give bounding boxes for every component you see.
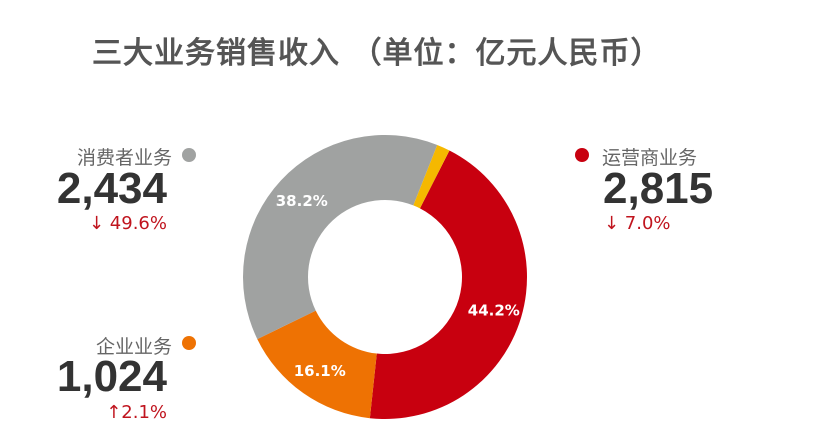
donut-slice-1 (257, 310, 377, 419)
value-enterprise: 1,024 (56, 352, 167, 401)
change-enterprise: ↑2.1% (106, 402, 167, 423)
legend-label-consumer: 消费者业务 (76, 147, 172, 169)
data-label-0: 44.2% (468, 301, 520, 319)
donut-slice-0 (369, 150, 527, 420)
change-carrier: ↓ 7.0% (604, 213, 671, 234)
legend-label-enterprise: 企业业务 (95, 336, 172, 358)
legend-dot-enterprise (182, 336, 196, 350)
change-consumer: ↓ 49.6% (89, 213, 167, 234)
chart-title: 三大业务销售收入 （单位：亿元人民币） (92, 36, 662, 71)
legend-label-carrier: 运营商业务 (602, 147, 698, 169)
donut-slice-2 (243, 135, 438, 340)
data-label-2: 38.2% (276, 192, 328, 210)
legend-dot-consumer (182, 148, 196, 162)
value-consumer: 2,434 (56, 164, 167, 213)
legend-dot-carrier (575, 148, 589, 162)
donut-slice-3 (413, 144, 450, 209)
value-carrier: 2,815 (603, 164, 714, 213)
data-label-1: 16.1% (294, 362, 346, 380)
